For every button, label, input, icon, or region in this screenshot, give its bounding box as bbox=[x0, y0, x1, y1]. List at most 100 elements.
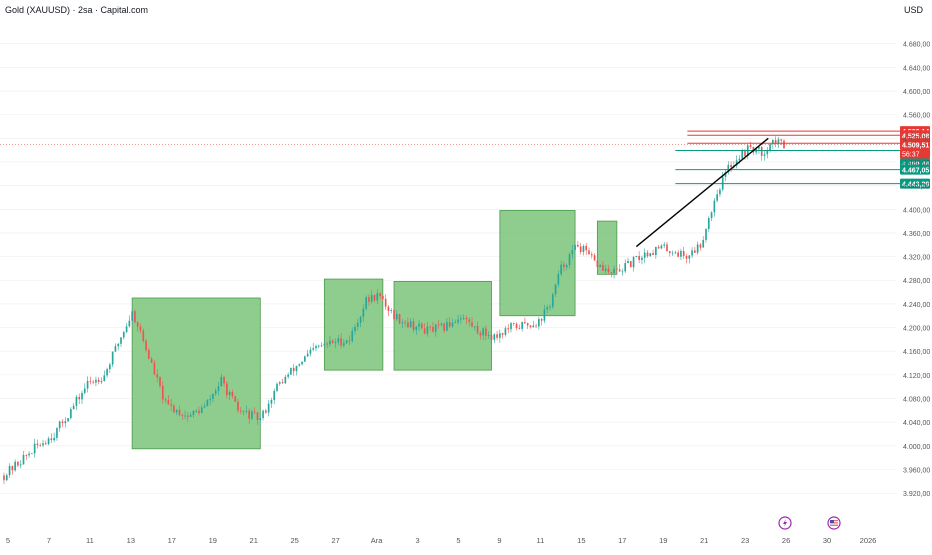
candle bbox=[688, 254, 691, 264]
x-tick-label: 5 bbox=[6, 536, 10, 545]
candle bbox=[187, 412, 189, 422]
support-price-badge[interactable]: 4.443,29 bbox=[900, 178, 930, 189]
candle bbox=[33, 438, 36, 458]
candle bbox=[368, 294, 370, 306]
candle bbox=[273, 388, 276, 405]
trendline-layer[interactable] bbox=[635, 137, 769, 248]
candle bbox=[515, 322, 518, 331]
x-tick-label: 15 bbox=[577, 536, 585, 545]
candle bbox=[326, 341, 328, 349]
x-tick-label: 2026 bbox=[860, 536, 877, 545]
currency-label: USD bbox=[904, 5, 924, 15]
x-tick-label: 17 bbox=[618, 536, 626, 545]
candle bbox=[780, 138, 783, 146]
candle bbox=[95, 376, 97, 387]
price-levels[interactable]: 4.532,144.525,084.511,604.509,5156:374.4… bbox=[0, 126, 930, 189]
candle bbox=[92, 379, 94, 385]
candle bbox=[465, 315, 468, 325]
x-tick-label: 27 bbox=[331, 536, 339, 545]
candle bbox=[31, 453, 33, 455]
candle bbox=[209, 394, 211, 406]
candle bbox=[602, 260, 604, 272]
candle bbox=[103, 370, 106, 382]
candle bbox=[666, 241, 668, 252]
candle bbox=[398, 313, 401, 325]
candle bbox=[83, 383, 86, 395]
candle bbox=[571, 244, 574, 260]
candle bbox=[270, 397, 273, 408]
candle bbox=[490, 331, 493, 345]
consolidation-box[interactable] bbox=[131, 297, 261, 450]
candle bbox=[730, 161, 732, 173]
y-tick-label: 4.680,00 bbox=[903, 42, 930, 49]
candle bbox=[621, 268, 624, 276]
candle bbox=[643, 248, 646, 264]
candle bbox=[448, 317, 451, 328]
candle bbox=[407, 317, 409, 329]
x-tick-label: 13 bbox=[127, 536, 135, 545]
price-axis[interactable]: 4.680,00 4.640,00 4.600,00 4.560,00 4.520,00… bbox=[903, 42, 930, 499]
candle bbox=[365, 295, 367, 311]
candle bbox=[674, 250, 677, 255]
candle bbox=[543, 304, 546, 324]
lightning-icon[interactable] bbox=[778, 516, 792, 530]
candle bbox=[345, 339, 348, 344]
candle bbox=[106, 367, 108, 378]
candle bbox=[618, 264, 621, 272]
candle bbox=[646, 250, 649, 258]
candle bbox=[493, 333, 496, 344]
candle bbox=[117, 343, 120, 351]
candle bbox=[451, 318, 454, 329]
candle bbox=[412, 318, 415, 333]
candle bbox=[462, 314, 465, 321]
candle bbox=[574, 242, 576, 255]
candle bbox=[713, 198, 716, 217]
candle bbox=[173, 403, 175, 413]
candle bbox=[682, 246, 685, 259]
candle bbox=[61, 419, 64, 428]
highlight-boxes[interactable] bbox=[131, 210, 618, 450]
candle bbox=[585, 242, 588, 255]
y-tick-label: 4.120,00 bbox=[903, 373, 930, 380]
y-tick-label: 4.040,00 bbox=[903, 420, 930, 427]
candle bbox=[401, 319, 404, 329]
candle bbox=[677, 250, 679, 258]
candle bbox=[189, 412, 192, 418]
support-price-badge[interactable]: 4.467,05 bbox=[900, 164, 930, 175]
candle bbox=[122, 330, 125, 340]
candle bbox=[487, 331, 490, 339]
candle bbox=[195, 409, 198, 413]
candle bbox=[253, 407, 256, 415]
candle bbox=[251, 409, 253, 421]
consolidation-box[interactable] bbox=[596, 220, 618, 275]
resistance-price-badge[interactable]: 4.525,08 bbox=[900, 130, 930, 141]
x-tick-label: 21 bbox=[250, 536, 258, 545]
candle bbox=[434, 324, 437, 337]
candle bbox=[691, 247, 693, 259]
chart-title: Gold (XAUUSD) · 2sa · Capital.com bbox=[5, 5, 148, 15]
candle bbox=[421, 322, 423, 330]
candle bbox=[136, 321, 139, 332]
time-axis[interactable]: 5 7 11 13 17 19 21 25 27 Ara 3 5 9 11 15 17 19 21 23 26 30 20… bbox=[6, 536, 876, 545]
candle bbox=[348, 335, 351, 346]
candle bbox=[649, 253, 652, 257]
y-tick-label: 4.480,00 bbox=[903, 160, 930, 167]
candle bbox=[496, 330, 498, 341]
candle bbox=[312, 342, 315, 352]
candle bbox=[510, 321, 512, 333]
candle bbox=[161, 381, 164, 404]
candle bbox=[532, 320, 535, 328]
candle bbox=[237, 398, 239, 413]
candle bbox=[3, 472, 5, 485]
us-flag-icon[interactable] bbox=[827, 516, 841, 530]
candle bbox=[298, 363, 301, 367]
candle bbox=[607, 264, 610, 275]
current-price-badge[interactable]: 4.509,51 bbox=[900, 139, 930, 150]
consolidation-box[interactable] bbox=[323, 278, 384, 371]
candle bbox=[582, 244, 585, 256]
consolidation-box[interactable] bbox=[499, 210, 576, 317]
trendline[interactable] bbox=[635, 137, 769, 248]
